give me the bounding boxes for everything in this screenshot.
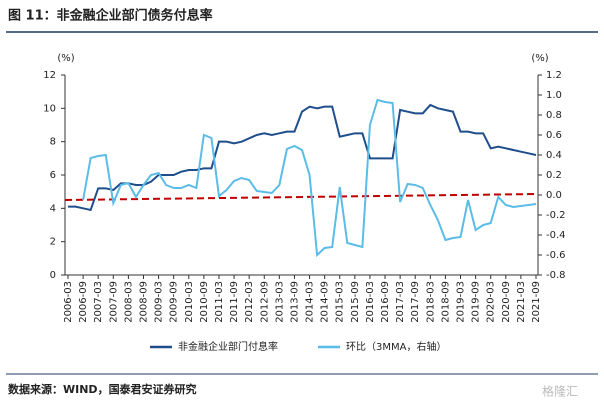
x-tick-label: 2020-03 — [486, 281, 497, 323]
x-tick-label: 2011-03 — [214, 281, 225, 323]
y-tick-label: 6 — [50, 170, 56, 181]
x-tick-label: 2019-03 — [456, 281, 467, 323]
y2-tick-label: 1.2 — [546, 70, 562, 81]
series-line — [82, 98, 537, 258]
watermark: 格隆汇 — [542, 384, 578, 399]
chart-title: 图 11：非金融企业部门债务付息率 — [8, 8, 213, 24]
x-tick-label: 2017-03 — [395, 281, 406, 323]
x-tick-label: 2008-03 — [123, 281, 134, 323]
x-tick-label: 2013-09 — [289, 281, 300, 323]
y2-tick-label: 0.8 — [546, 110, 562, 121]
x-tick-label: 2018-03 — [425, 281, 436, 323]
x-tick-label: 2008-09 — [138, 281, 149, 323]
x-tick-label: 2011-09 — [229, 281, 240, 323]
y-tick-label: 8 — [50, 137, 56, 148]
x-tick-label: 2006-09 — [78, 281, 89, 323]
y2-tick-label: -0.4 — [546, 230, 566, 241]
y-tick-label: 10 — [43, 103, 56, 114]
y2-tick-label: 0.2 — [546, 170, 562, 181]
y-tick-label: 4 — [50, 203, 56, 214]
y2-tick-label: -0.6 — [546, 250, 566, 261]
y-tick-label: 12 — [43, 70, 56, 81]
x-tick-label: 2021-03 — [516, 281, 527, 323]
legend-label: 非金融企业部门付息率 — [178, 340, 278, 353]
x-tick-label: 2015-09 — [350, 281, 361, 323]
x-tick-label: 2019-09 — [471, 281, 482, 323]
x-tick-label: 2014-03 — [305, 281, 316, 323]
x-tick-label: 2016-09 — [380, 281, 391, 323]
trend-line — [64, 193, 539, 201]
x-tick-label: 2009-09 — [169, 281, 180, 323]
x-tick-label: 2010-03 — [184, 281, 195, 323]
x-tick-label: 2017-09 — [410, 281, 421, 323]
y2-tick-label: 0.6 — [546, 130, 562, 141]
y2-tick-label: 1.0 — [546, 90, 562, 101]
x-tick-label: 2012-09 — [259, 281, 270, 323]
y2-tick-label: 0.0 — [546, 190, 562, 201]
y2-tick-label: -0.8 — [546, 270, 566, 281]
x-tick-label: 2015-03 — [335, 281, 346, 323]
x-tick-label: 2014-09 — [320, 281, 331, 323]
y2-tick-label: -0.2 — [546, 210, 566, 221]
x-tick-label: 2007-09 — [108, 281, 119, 323]
y2-unit: (%) — [531, 53, 548, 64]
series-line — [68, 103, 537, 212]
x-tick-label: 2007-03 — [93, 281, 104, 323]
x-tick-label: 2020-09 — [501, 281, 512, 323]
x-tick-label: 2010-09 — [199, 281, 210, 323]
x-tick-label: 2006-03 — [63, 281, 74, 323]
y2-tick-label: 0.4 — [546, 150, 562, 161]
legend-label: 环比（3MMA，右轴） — [346, 340, 446, 353]
source-note: 数据来源：WIND，国泰君安证券研究 — [8, 382, 197, 396]
y-unit: (%) — [57, 53, 74, 64]
x-tick-label: 2012-03 — [244, 281, 255, 323]
y-tick-label: 0 — [50, 270, 56, 281]
x-tick-label: 2016-03 — [365, 281, 376, 323]
x-tick-label: 2021-09 — [531, 281, 542, 323]
x-tick-label: 2013-03 — [274, 281, 285, 323]
y-tick-label: 2 — [50, 237, 56, 248]
x-tick-label: 2018-09 — [440, 281, 451, 323]
x-tick-label: 2009-03 — [154, 281, 165, 323]
